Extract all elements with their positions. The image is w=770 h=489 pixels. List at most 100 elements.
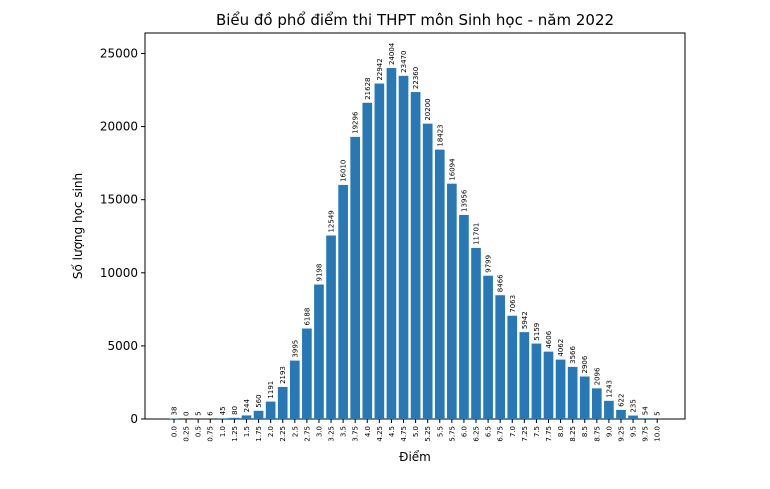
bar bbox=[169, 418, 179, 419]
data-label: 1191 bbox=[267, 381, 275, 399]
data-label: 13956 bbox=[460, 189, 468, 212]
bar bbox=[375, 84, 385, 419]
x-tick-label: 7.25 bbox=[521, 426, 529, 442]
data-label: 4606 bbox=[545, 330, 553, 348]
bar bbox=[314, 285, 324, 419]
data-label: 21628 bbox=[364, 77, 372, 99]
x-tick-label: 3.5 bbox=[340, 426, 348, 437]
x-tick-label: 5.0 bbox=[412, 426, 420, 437]
x-tick-label: 7.75 bbox=[545, 426, 553, 442]
bar bbox=[411, 92, 421, 419]
bar bbox=[471, 248, 481, 419]
data-label: 5 bbox=[195, 411, 203, 415]
data-label: 560 bbox=[255, 394, 263, 407]
data-label: 11701 bbox=[473, 223, 481, 245]
x-tick-label: 9.75 bbox=[642, 426, 650, 442]
x-tick-label: 2.5 bbox=[291, 426, 299, 437]
data-label: 38 bbox=[171, 407, 179, 416]
data-label: 2193 bbox=[279, 366, 287, 384]
bar bbox=[435, 150, 445, 419]
y-tick-label: 15000 bbox=[100, 193, 138, 207]
bar bbox=[532, 344, 542, 419]
bar bbox=[483, 276, 493, 419]
bar bbox=[640, 418, 650, 419]
y-tick-label: 0 bbox=[130, 412, 138, 426]
data-label: 23470 bbox=[400, 51, 408, 73]
bar bbox=[616, 410, 626, 419]
x-tick-label: 6.25 bbox=[473, 426, 481, 442]
bar bbox=[290, 361, 300, 419]
x-tick-label: 4.5 bbox=[388, 426, 396, 437]
x-tick-label: 0.75 bbox=[207, 426, 215, 442]
y-tick-label: 25000 bbox=[100, 46, 138, 60]
bar bbox=[254, 411, 264, 419]
x-tick-label: 6.5 bbox=[485, 426, 493, 437]
data-label: 622 bbox=[617, 394, 625, 407]
data-label: 3566 bbox=[569, 345, 577, 363]
x-tick-label: 5.5 bbox=[436, 426, 444, 437]
x-tick-label: 4.0 bbox=[364, 426, 372, 437]
data-label: 7063 bbox=[509, 295, 517, 313]
x-tick-label: 3.0 bbox=[315, 426, 323, 437]
x-tick-label: 9.25 bbox=[617, 426, 625, 442]
x-tick-label: 1.25 bbox=[231, 426, 239, 442]
x-tick-label: 5.75 bbox=[448, 426, 456, 442]
y-tick-label: 10000 bbox=[100, 266, 138, 280]
bar bbox=[278, 387, 288, 419]
data-label: 9198 bbox=[315, 264, 323, 282]
x-tick-label: 4.25 bbox=[376, 426, 384, 442]
bar bbox=[495, 295, 505, 419]
bar bbox=[556, 360, 566, 419]
data-label: 24004 bbox=[388, 42, 396, 65]
data-label: 18423 bbox=[436, 124, 444, 146]
data-label: 16094 bbox=[448, 158, 456, 181]
bar bbox=[507, 316, 517, 419]
data-label: 1243 bbox=[605, 380, 613, 398]
data-label: 3995 bbox=[291, 340, 299, 358]
bar bbox=[362, 103, 372, 419]
data-label: 9799 bbox=[485, 255, 493, 273]
data-label: 0 bbox=[183, 412, 191, 416]
bar bbox=[544, 352, 554, 419]
bar bbox=[326, 236, 336, 419]
data-label: 8466 bbox=[497, 274, 505, 292]
x-tick-label: 6.75 bbox=[497, 426, 505, 442]
x-tick-label: 1.5 bbox=[243, 426, 251, 437]
data-label: 22360 bbox=[412, 67, 420, 89]
x-tick-label: 2.75 bbox=[303, 426, 311, 442]
bar bbox=[604, 401, 614, 419]
x-tick-label: 7.0 bbox=[509, 426, 517, 437]
bar bbox=[338, 185, 348, 419]
x-axis-label: Điểm bbox=[399, 450, 431, 464]
data-label: 5159 bbox=[533, 323, 541, 341]
data-label: 80 bbox=[231, 406, 239, 415]
data-label: 19296 bbox=[352, 111, 360, 134]
data-label: 244 bbox=[243, 399, 251, 413]
bar bbox=[387, 68, 397, 419]
bar bbox=[230, 418, 240, 419]
x-tick-label: 8.5 bbox=[581, 426, 589, 437]
data-label: 54 bbox=[642, 406, 650, 415]
data-label: 12549 bbox=[328, 210, 336, 232]
x-tick-label: 10.0 bbox=[654, 426, 662, 442]
bar bbox=[447, 184, 457, 419]
data-label: 2906 bbox=[581, 355, 589, 373]
bar bbox=[459, 215, 469, 419]
bar bbox=[399, 76, 409, 419]
bar bbox=[302, 329, 312, 419]
data-label: 22942 bbox=[376, 58, 384, 80]
x-tick-label: 8.25 bbox=[569, 426, 577, 442]
x-tick-label: 1.75 bbox=[255, 426, 263, 442]
data-label: 20200 bbox=[424, 98, 432, 120]
data-label: 6 bbox=[207, 411, 215, 416]
y-tick-label: 20000 bbox=[100, 120, 138, 134]
x-tick-label: 1.0 bbox=[219, 426, 227, 437]
bar bbox=[423, 124, 433, 419]
data-label: 5942 bbox=[521, 311, 529, 329]
x-tick-label: 3.25 bbox=[328, 426, 336, 442]
data-label: 235 bbox=[630, 399, 638, 412]
bar bbox=[628, 416, 638, 419]
data-label: 6188 bbox=[303, 308, 311, 326]
x-tick-label: 5.25 bbox=[424, 426, 432, 442]
